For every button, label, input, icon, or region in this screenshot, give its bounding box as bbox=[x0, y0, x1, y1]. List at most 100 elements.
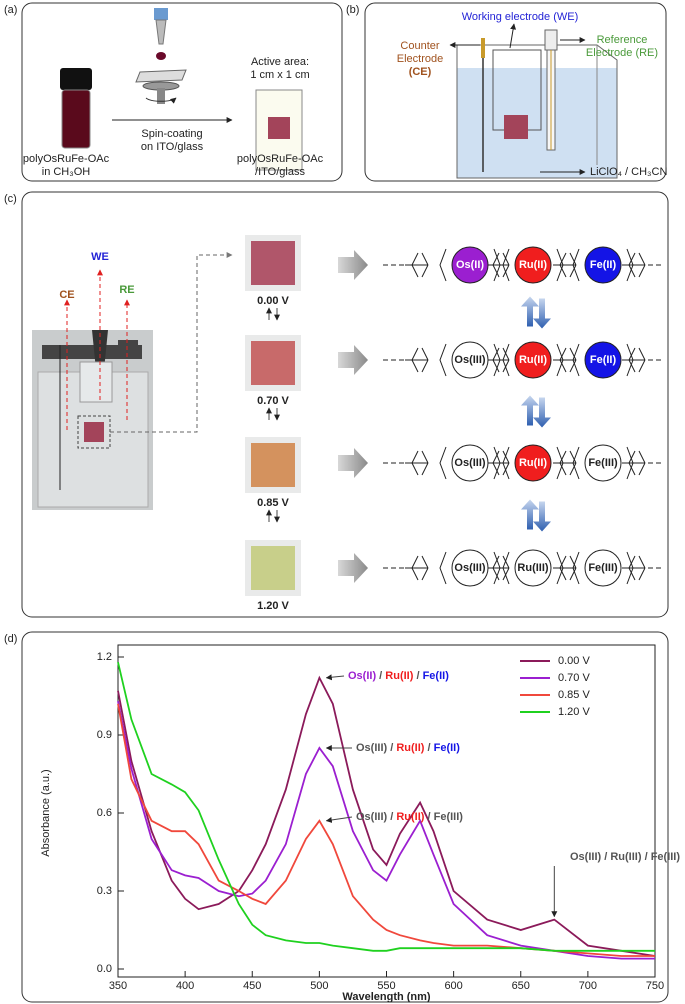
swatch bbox=[251, 341, 295, 385]
chain-link bbox=[622, 555, 646, 581]
legend-label: 0.85 V bbox=[558, 689, 590, 701]
panel-frame bbox=[21, 631, 669, 1003]
chain-link bbox=[486, 450, 510, 476]
chain-link bbox=[622, 347, 646, 373]
annotation-part: / bbox=[387, 742, 396, 754]
metal-label: Os(II) bbox=[456, 259, 484, 271]
x-tick-label: 500 bbox=[310, 980, 328, 992]
metal-label: Os(III) bbox=[454, 562, 486, 574]
block-arrow bbox=[338, 250, 368, 280]
label: (CE) bbox=[409, 66, 432, 78]
caption: Active area: bbox=[251, 56, 309, 68]
panel-frame bbox=[21, 2, 343, 182]
metal-label: Fe(III) bbox=[588, 562, 618, 574]
vial bbox=[60, 68, 92, 149]
metal-label: Os(III) bbox=[454, 354, 486, 366]
metal-label: Ru(III) bbox=[517, 562, 548, 574]
block-arrow bbox=[338, 448, 368, 478]
arrow bbox=[509, 23, 517, 49]
annotation-part: / bbox=[413, 670, 422, 682]
annotation-part: / bbox=[387, 811, 396, 823]
annotation-arrow bbox=[325, 816, 353, 823]
annotation-part: Fe(II) bbox=[423, 670, 450, 682]
bracket bbox=[572, 248, 634, 282]
chain-link bbox=[553, 450, 577, 476]
annotation-part: Fe(II) bbox=[434, 742, 461, 754]
annotation-part: Fe(III) bbox=[434, 811, 464, 823]
redox-arrow bbox=[533, 501, 551, 532]
cell-photo bbox=[32, 330, 153, 510]
bracket bbox=[502, 248, 564, 282]
annotation-part: Ru(III) bbox=[610, 851, 641, 863]
panel-label: (a) bbox=[4, 4, 17, 16]
cell bbox=[456, 29, 618, 179]
bracket bbox=[572, 446, 634, 480]
electrode-label: CE bbox=[59, 289, 74, 301]
annotation-part: / bbox=[601, 851, 610, 863]
metal-label: Fe(II) bbox=[590, 259, 617, 271]
annotation: Os(III) / Ru(III) / Fe(III) bbox=[570, 851, 680, 863]
label: Counter bbox=[400, 40, 439, 52]
annotation: Os(II) / Ru(II) / Fe(II) bbox=[348, 670, 449, 682]
x-axis-title: Wavelength (nm) bbox=[342, 991, 431, 1003]
annotation-part: Fe(III) bbox=[651, 851, 681, 863]
bracket bbox=[502, 446, 564, 480]
metal-label: Fe(III) bbox=[588, 457, 618, 469]
voltage-label: 0.70 V bbox=[257, 395, 289, 407]
x-tick-label: 450 bbox=[243, 980, 261, 992]
x-tick-label: 600 bbox=[444, 980, 462, 992]
annotation: Os(III) / Ru(II) / Fe(II) bbox=[356, 742, 460, 754]
caption: 1 cm x 1 cm bbox=[250, 69, 309, 81]
chain-link bbox=[622, 252, 646, 278]
x-tick-label: 350 bbox=[109, 980, 127, 992]
annotation-part: Os(III) bbox=[356, 742, 388, 754]
chain-link bbox=[553, 555, 577, 581]
chain-link bbox=[405, 252, 429, 278]
bracket bbox=[439, 446, 501, 480]
caption: on ITO/glass bbox=[141, 141, 204, 153]
chain-link bbox=[486, 347, 510, 373]
metal-label: Fe(II) bbox=[590, 354, 617, 366]
y-tick-label: 0.3 bbox=[97, 885, 112, 897]
label: Electrode bbox=[397, 53, 443, 65]
metal-node bbox=[451, 549, 489, 587]
panel-label: (b) bbox=[346, 4, 359, 16]
label: Reference bbox=[597, 34, 648, 46]
chain-link bbox=[622, 450, 646, 476]
label: LiClO₄ / CH₃CN bbox=[590, 166, 667, 178]
chain-link bbox=[405, 450, 429, 476]
swatch bbox=[251, 546, 295, 590]
annotation-part: / bbox=[424, 742, 433, 754]
annotation: Os(III) / Ru(II) / Fe(III) bbox=[356, 811, 463, 823]
metal-node bbox=[451, 341, 489, 379]
redox-arrow bbox=[533, 298, 551, 329]
metal-node bbox=[584, 549, 622, 587]
caption: /ITO/glass bbox=[255, 166, 305, 178]
x-tick-label: 400 bbox=[176, 980, 194, 992]
swatch bbox=[251, 443, 295, 487]
y-tick-label: 0.0 bbox=[97, 963, 112, 975]
metal-node bbox=[584, 246, 622, 284]
series-line bbox=[117, 661, 655, 952]
metal-label: Ru(II) bbox=[519, 259, 547, 271]
chain-link bbox=[553, 347, 577, 373]
metal-node bbox=[451, 246, 489, 284]
metal-node bbox=[584, 444, 622, 482]
chain-link bbox=[405, 555, 429, 581]
panel-frame bbox=[21, 191, 669, 618]
spin-coater bbox=[135, 8, 187, 104]
panel-label: (c) bbox=[4, 193, 17, 205]
y-tick-label: 1.2 bbox=[97, 651, 112, 663]
metal-node bbox=[514, 341, 552, 379]
label: Working electrode (WE) bbox=[462, 11, 579, 23]
annotation-part: Os(III) bbox=[356, 811, 388, 823]
bracket bbox=[439, 248, 501, 282]
voltage-label: 0.85 V bbox=[257, 497, 289, 509]
block-arrow bbox=[338, 553, 368, 583]
annotation-part: / bbox=[376, 670, 385, 682]
voltage-label: 0.00 V bbox=[257, 295, 289, 307]
arrow bbox=[110, 252, 233, 433]
bracket bbox=[439, 551, 501, 585]
caption: polyOsRuFe-OAc bbox=[23, 153, 110, 165]
